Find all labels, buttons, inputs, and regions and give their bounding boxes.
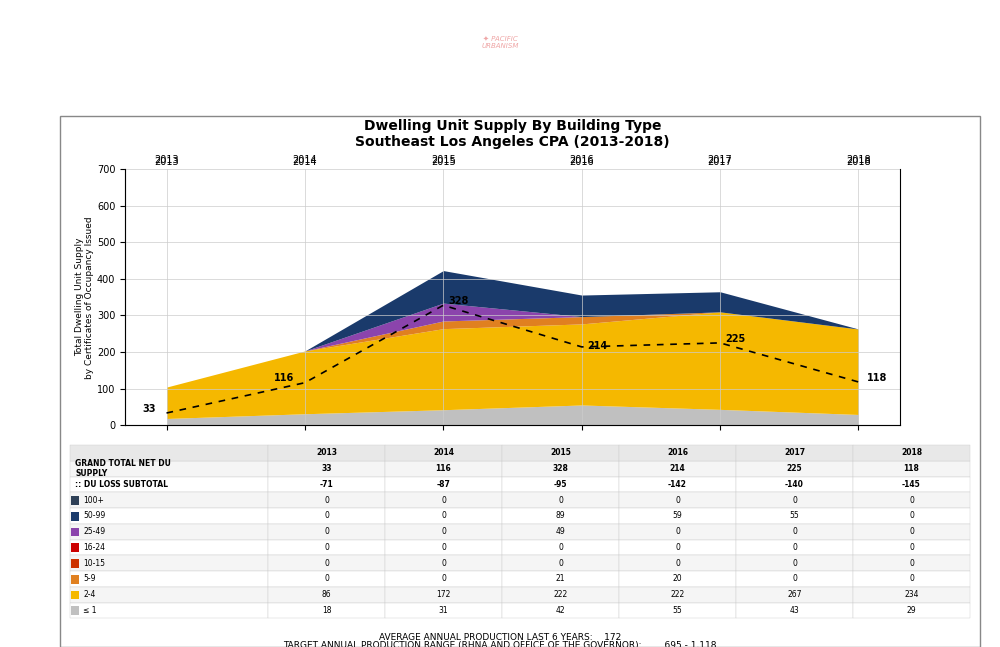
- Text: 0: 0: [792, 558, 797, 567]
- Text: 25-49: 25-49: [83, 527, 105, 536]
- Text: 0: 0: [324, 511, 329, 520]
- Text: 89: 89: [556, 511, 565, 520]
- Text: 0: 0: [792, 496, 797, 505]
- Text: 0: 0: [324, 496, 329, 505]
- Text: 0: 0: [441, 511, 446, 520]
- Text: 225: 225: [787, 464, 802, 473]
- Text: 0: 0: [441, 558, 446, 567]
- Text: 0: 0: [441, 496, 446, 505]
- Text: 328: 328: [449, 296, 469, 306]
- Text: -140: -140: [785, 480, 804, 489]
- Text: 55: 55: [673, 606, 682, 615]
- Text: 49: 49: [556, 527, 565, 536]
- Text: 0: 0: [441, 527, 446, 536]
- Text: ≤ 1: ≤ 1: [83, 606, 96, 615]
- Text: 2014: 2014: [433, 448, 454, 457]
- Text: 20: 20: [673, 575, 682, 584]
- Text: 222: 222: [553, 590, 568, 599]
- Text: 214: 214: [587, 342, 607, 351]
- Text: TARGET ANNUAL PRODUCTION RANGE (RHNA AND OFFICE OF THE GOVERNOR):        695 - 1: TARGET ANNUAL PRODUCTION RANGE (RHNA AND…: [283, 641, 717, 647]
- Text: 0: 0: [441, 575, 446, 584]
- Text: -142: -142: [668, 480, 687, 489]
- Text: 0: 0: [324, 575, 329, 584]
- Text: 0: 0: [792, 543, 797, 552]
- Text: 16-24: 16-24: [83, 543, 105, 552]
- Text: 55: 55: [790, 511, 799, 520]
- Text: 0: 0: [324, 543, 329, 552]
- Text: 0: 0: [909, 558, 914, 567]
- Text: 0: 0: [441, 543, 446, 552]
- Text: -71: -71: [320, 480, 333, 489]
- Text: 0: 0: [675, 543, 680, 552]
- Text: 2-4: 2-4: [83, 590, 95, 599]
- Text: 2015: 2015: [550, 448, 571, 457]
- Text: -95: -95: [554, 480, 567, 489]
- Text: 2018: 2018: [846, 157, 871, 167]
- Text: 0: 0: [558, 558, 563, 567]
- Text: -145: -145: [902, 480, 921, 489]
- Text: 0: 0: [792, 575, 797, 584]
- Y-axis label: Total Dwelling Unit Supply
by Certificates of Occupancy Issued: Total Dwelling Unit Supply by Certificat…: [75, 216, 94, 378]
- Text: AVERAGE ANNUAL PRODUCTION LAST 6 YEARS:    172: AVERAGE ANNUAL PRODUCTION LAST 6 YEARS: …: [379, 633, 621, 642]
- Text: 2013: 2013: [316, 448, 337, 457]
- Text: 172: 172: [436, 590, 451, 599]
- Text: 43: 43: [790, 606, 799, 615]
- Text: 0: 0: [909, 543, 914, 552]
- Text: 0: 0: [909, 527, 914, 536]
- Text: 2017: 2017: [784, 448, 805, 457]
- Text: 0: 0: [675, 558, 680, 567]
- Text: 0: 0: [324, 558, 329, 567]
- Text: 42: 42: [556, 606, 565, 615]
- Text: 5-9: 5-9: [83, 575, 96, 584]
- Text: :: DU LOSS SUBTOTAL: :: DU LOSS SUBTOTAL: [75, 480, 168, 489]
- Text: 267: 267: [787, 590, 802, 599]
- Text: 2015: 2015: [431, 157, 456, 167]
- Text: 214: 214: [670, 464, 685, 473]
- Text: 2018: 2018: [901, 448, 922, 457]
- Text: 18: 18: [322, 606, 331, 615]
- Text: 100+: 100+: [83, 496, 104, 505]
- Text: 10-15: 10-15: [83, 558, 105, 567]
- Text: 59: 59: [673, 511, 682, 520]
- Text: ✦ PACIFIC
URBANISM: ✦ PACIFIC URBANISM: [481, 36, 519, 49]
- Text: 2013: 2013: [154, 157, 179, 167]
- Text: 0: 0: [324, 527, 329, 536]
- Text: 50-99: 50-99: [83, 511, 105, 520]
- Text: 29: 29: [907, 606, 916, 615]
- Text: 21: 21: [556, 575, 565, 584]
- Text: 0: 0: [792, 527, 797, 536]
- Text: 2014: 2014: [293, 157, 317, 167]
- Text: -87: -87: [437, 480, 450, 489]
- Text: 116: 116: [436, 464, 451, 473]
- Text: 0: 0: [909, 575, 914, 584]
- Text: 0: 0: [909, 496, 914, 505]
- Text: 0: 0: [558, 543, 563, 552]
- Text: 0: 0: [909, 511, 914, 520]
- Text: 234: 234: [904, 590, 919, 599]
- Text: 2016: 2016: [667, 448, 688, 457]
- Text: 33: 33: [321, 464, 332, 473]
- Text: 222: 222: [670, 590, 685, 599]
- Text: 2016: 2016: [569, 157, 594, 167]
- Text: 328: 328: [553, 464, 568, 473]
- Title: Dwelling Unit Supply By Building Type
Southeast Los Angeles CPA (2013-2018): Dwelling Unit Supply By Building Type So…: [355, 119, 670, 149]
- Text: GRAND TOTAL NET DU
SUPPLY: GRAND TOTAL NET DU SUPPLY: [75, 459, 171, 478]
- Text: 0: 0: [675, 496, 680, 505]
- Text: 116: 116: [274, 373, 294, 383]
- Text: 2017: 2017: [708, 157, 732, 167]
- Text: 86: 86: [322, 590, 331, 599]
- Text: 225: 225: [726, 334, 746, 344]
- Text: 0: 0: [558, 496, 563, 505]
- Text: 31: 31: [439, 606, 448, 615]
- Text: 118: 118: [867, 373, 887, 383]
- Text: 118: 118: [904, 464, 919, 473]
- Text: 33: 33: [142, 404, 155, 413]
- Text: 0: 0: [675, 527, 680, 536]
